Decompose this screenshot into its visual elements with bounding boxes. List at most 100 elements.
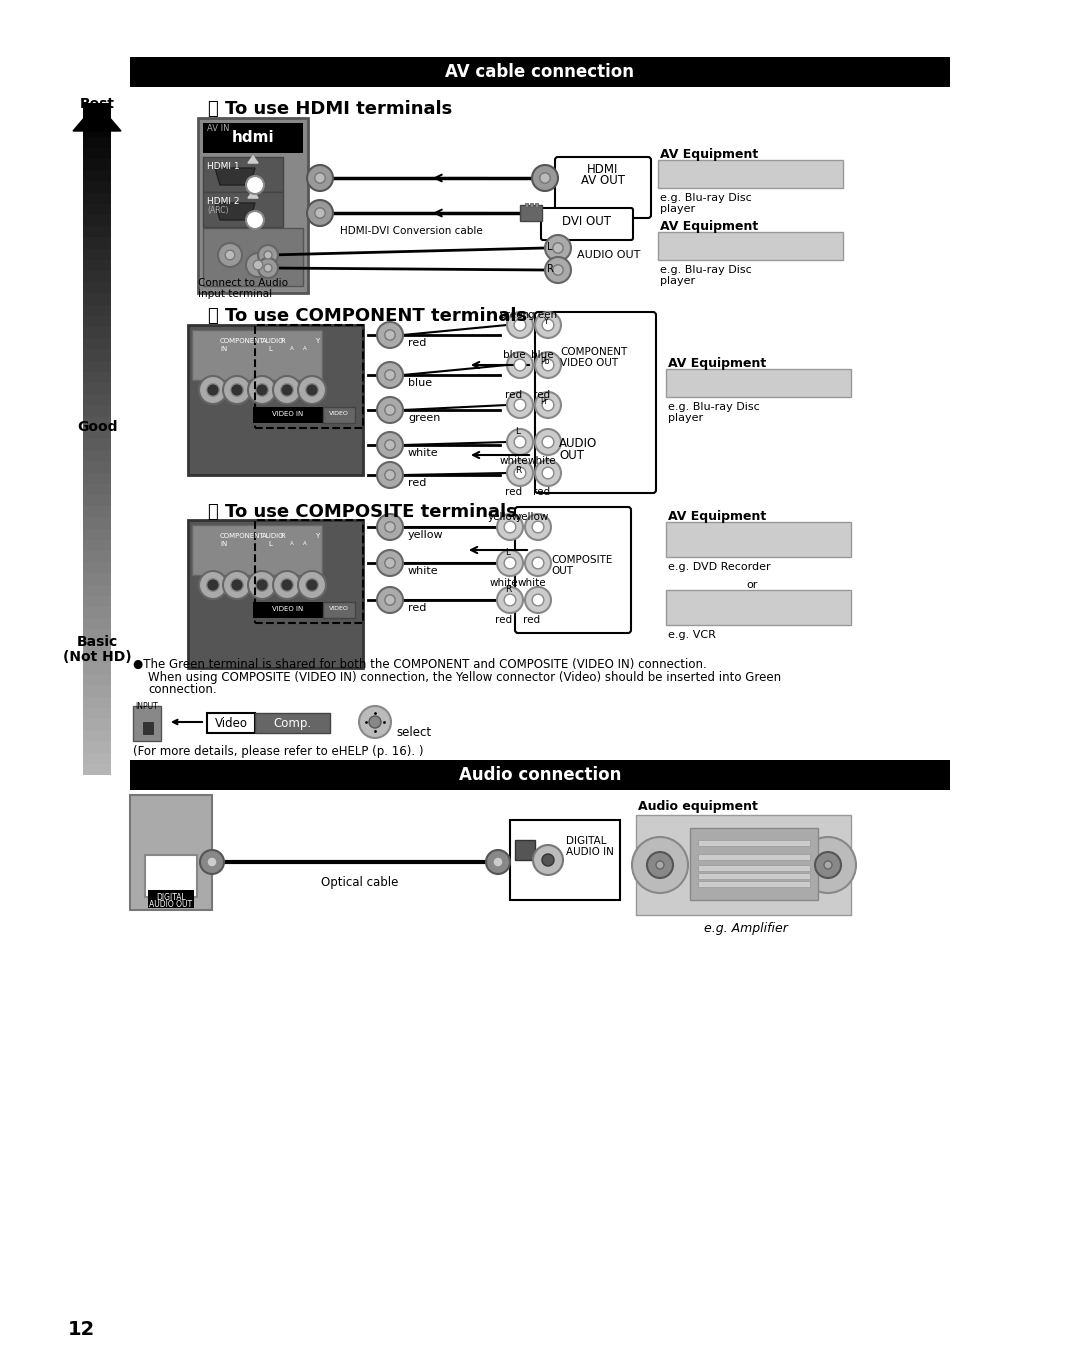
FancyArrowPatch shape [473,363,529,368]
Text: red: red [505,390,523,400]
Bar [188,325,363,475]
Bar [83,741,111,752]
Text: blue: blue [408,377,432,388]
Bar [83,237,111,249]
Circle shape [542,319,554,331]
Bar [148,890,194,908]
Circle shape [377,461,403,488]
Text: R: R [280,533,285,538]
Bar [83,394,111,406]
Text: COMPONENT: COMPONENT [220,533,265,538]
Circle shape [258,258,278,277]
Text: R: R [505,584,511,594]
Text: A: A [291,541,294,547]
Bar [83,451,111,461]
Circle shape [535,429,561,455]
Bar [83,652,111,663]
Text: Ⓒ To use COMPOSITE terminals: Ⓒ To use COMPOSITE terminals [208,503,516,521]
Circle shape [264,264,272,272]
Circle shape [514,467,526,479]
Text: white: white [528,456,556,465]
Bar [83,517,111,529]
Bar [666,590,851,625]
Circle shape [306,384,319,396]
Circle shape [553,242,563,253]
Circle shape [384,369,395,380]
Text: DIGITAL: DIGITAL [566,836,607,846]
Text: yellow: yellow [487,511,521,522]
Circle shape [384,557,395,568]
Text: A: A [291,346,294,350]
Bar [83,674,111,686]
Text: AUDIO IN: AUDIO IN [566,847,613,856]
Circle shape [542,467,554,479]
Circle shape [248,571,276,599]
Text: ●The Green terminal is shared for both the COMPONENT and COMPOSITE (VIDEO IN) co: ●The Green terminal is shared for both t… [133,658,706,671]
Bar [83,529,111,540]
Bar [83,595,111,607]
Circle shape [535,352,561,377]
Bar [83,563,111,574]
Circle shape [273,376,301,405]
Circle shape [384,330,395,340]
Circle shape [307,200,333,226]
Circle shape [207,856,217,867]
Bar [83,551,111,563]
Text: red: red [534,390,551,400]
Bar [519,206,542,221]
Text: AV IN: AV IN [207,124,230,133]
Bar [636,815,851,915]
Text: INPUT: INPUT [135,702,158,710]
FancyBboxPatch shape [541,208,633,239]
Circle shape [248,376,276,405]
Circle shape [532,557,544,568]
Bar [133,706,161,741]
Bar [203,192,283,227]
Bar [698,881,810,888]
Text: red: red [408,478,427,488]
Circle shape [507,460,534,486]
Text: red: red [524,616,541,625]
Circle shape [258,245,278,265]
Circle shape [314,173,325,183]
Text: COMPONENT: COMPONENT [561,346,627,357]
Bar [83,574,111,584]
Circle shape [514,399,526,411]
Circle shape [815,852,841,878]
Bar [83,349,111,361]
Bar [130,796,212,911]
Circle shape [359,706,391,737]
Bar [515,840,535,861]
Text: COMPOSITE: COMPOSITE [551,555,612,566]
Text: white: white [408,566,438,576]
Circle shape [256,579,268,591]
Bar [83,126,111,137]
Circle shape [545,235,571,261]
Circle shape [199,571,227,599]
Text: green: green [527,310,557,321]
Circle shape [535,392,561,418]
Bar [510,820,620,900]
Circle shape [486,850,510,874]
Bar [83,752,111,764]
Bar [83,697,111,708]
Text: A: A [303,346,307,350]
Bar [255,520,363,622]
Text: R: R [546,264,554,275]
Circle shape [504,557,516,568]
Text: player: player [669,413,703,423]
Bar [83,731,111,741]
Circle shape [384,522,395,532]
Circle shape [246,253,270,277]
Bar [130,760,950,790]
Bar [83,181,111,192]
Bar [530,203,534,207]
Text: yellow: yellow [515,511,549,522]
Bar [83,215,111,226]
Bar [83,663,111,674]
Bar [83,495,111,506]
Polygon shape [215,203,255,221]
Bar [83,249,111,260]
Text: green: green [499,310,529,321]
Text: select: select [396,727,431,739]
